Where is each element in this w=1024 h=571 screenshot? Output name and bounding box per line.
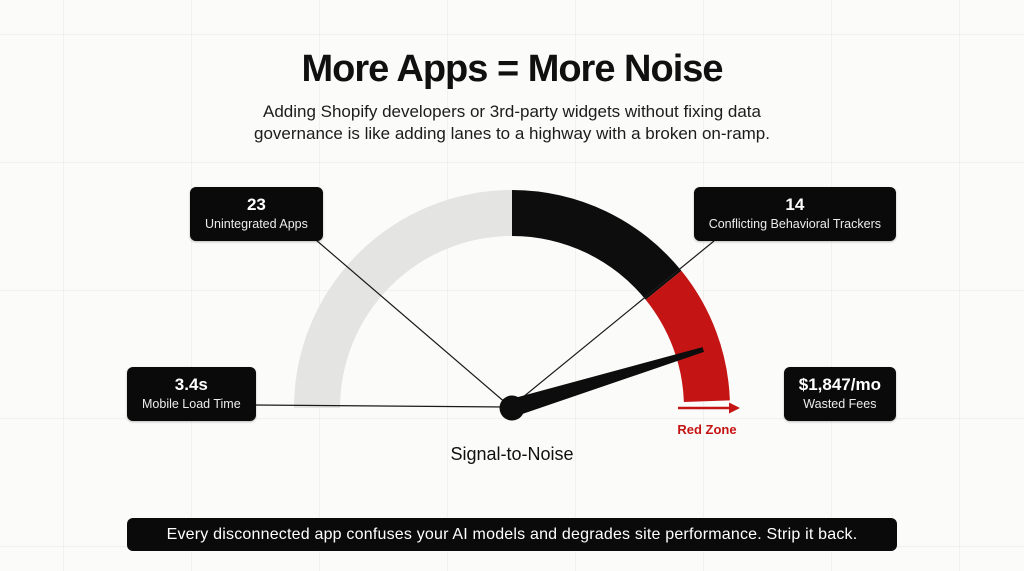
page-subtitle: Adding Shopify developers or 3rd-party w… [254,102,770,144]
gauge-needle-pivot [499,395,525,421]
callout-value: 23 [246,195,266,214]
callout-connector-2 [249,404,508,408]
callout-value: 3.4s [174,375,208,394]
gauge-needle [509,347,704,417]
callout-label: Mobile Load Time [142,397,241,412]
gauge-segment-noise-black [512,190,682,300]
callout-conflicting-trackers: 14 Conflicting Behavioral Trackers [693,187,896,241]
callout-connector-0 [315,239,508,405]
callout-unintegrated-apps: 23 Unintegrated Apps [190,187,323,241]
red-zone-label: Red Zone [677,422,737,437]
gauge-axis-label: Signal-to-Noise [450,444,574,464]
callout-value: $1,847/mo [798,375,881,394]
callout-label: Unintegrated Apps [205,217,308,232]
callout-connector-1 [516,240,715,403]
callout-label: Wasted Fees [803,397,877,412]
callout-mobile-load-time: 3.4s Mobile Load Time [127,367,256,421]
callout-value: 14 [785,195,805,214]
callout-label: Conflicting Behavioral Trackers [708,217,881,232]
callout-wasted-fees: $1,847/mo Wasted Fees [783,367,896,421]
page-title: More Apps = More Noise [301,48,723,90]
gauge-segment-signal-gray [294,190,512,408]
gauge-segment-red-zone [645,270,730,402]
footer-banner: Every disconnected app confuses your AI … [127,518,897,551]
red-zone-arrow-head [729,402,740,414]
